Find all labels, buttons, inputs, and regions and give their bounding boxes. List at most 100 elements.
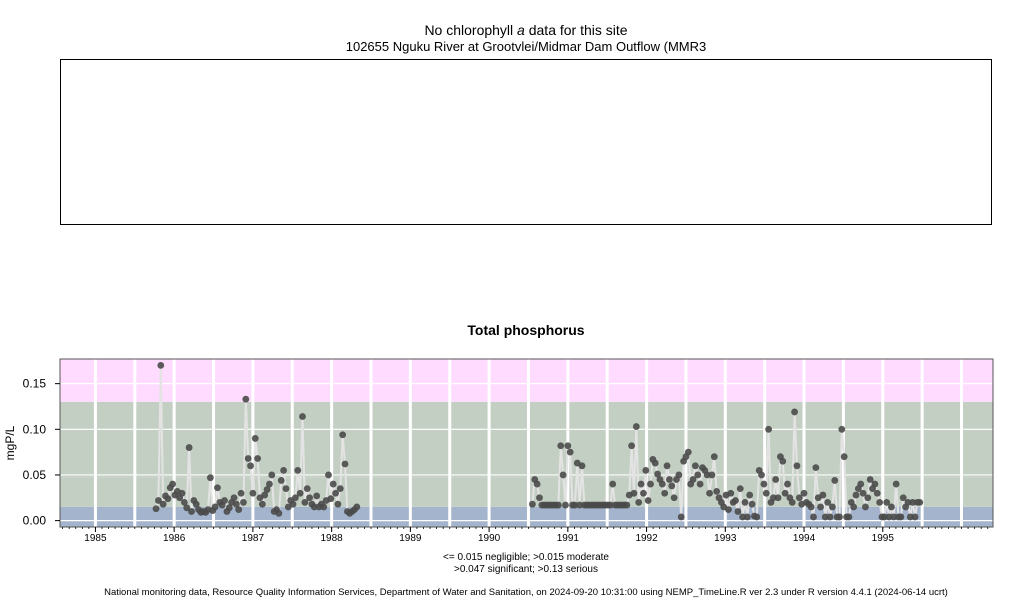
tp-point [332,489,339,497]
tp-point [746,491,754,499]
tp-point [244,455,252,462]
tp-point [606,501,614,509]
tp-point [647,480,654,488]
tp-point [294,466,302,474]
ytick-label: 0.10 [23,422,47,436]
tp-point [536,494,543,502]
ytick-label: 0.15 [23,377,47,391]
tp-point [689,476,697,483]
tp-point [211,503,219,511]
tp-point [779,457,787,465]
xtick-label: 1987 [242,533,265,544]
tp-point [263,486,271,493]
xtick-label: 1993 [714,533,737,544]
tp-point [696,480,704,488]
chlorophyll-title: No chlorophyll a data for this site [0,22,1024,38]
tp-point [261,491,269,499]
tp-point [240,498,247,506]
tp-point [296,489,304,497]
tp-point [916,498,924,506]
tp-point [571,501,579,509]
tp-point [268,471,276,479]
chlorophyll-title-suffix: data for this site [528,22,628,38]
tp-point [157,361,165,369]
tp-point [557,442,565,450]
tp-point [852,491,860,499]
tp-point [760,480,768,488]
tp-point [654,470,661,478]
tp-point [691,462,699,470]
tp-point [736,485,744,493]
tp-point [739,513,747,521]
xtick-label: 1986 [163,533,186,544]
tp-point [221,497,228,504]
footer-note: National monitoring data, Resource Quali… [104,587,948,598]
tp-point [758,471,765,479]
tp-point [635,498,643,506]
tp-point [661,489,669,497]
tp-point [249,489,257,497]
tp-point [334,500,342,508]
tp-point [864,494,872,502]
tp-point [301,498,309,506]
tp-point [781,489,789,497]
tp-point [753,513,761,521]
tp-point [566,448,574,456]
tp-point [885,513,893,521]
tp-point [713,487,721,495]
tp-point [824,498,832,506]
tp-point [883,498,891,506]
tp-point [310,503,318,511]
tp-point [819,491,827,499]
tp-point [812,464,820,472]
tp-point [155,497,162,504]
tp-point [710,453,718,461]
chlorophyll-empty-panel [60,59,992,225]
tp-point [795,494,803,502]
tp-point [235,506,243,514]
tp-point [225,504,233,512]
tp-point [562,501,569,509]
xtick-label: 1989 [399,533,422,544]
tp-point [734,508,742,515]
tp-point [289,500,297,508]
tp-point [762,489,770,497]
tp-point [306,494,313,502]
tp-chart-title: Total phosphorus [467,322,585,338]
site-subtitle: 102655 Nguku River at Grootvlei/Midmar D… [345,39,707,54]
plot-frame [59,358,994,528]
tp-point [628,442,636,450]
tp-point [817,503,824,511]
tp-point [559,471,567,479]
tp-point [353,503,361,511]
tp-point [341,460,349,468]
tp-point [214,484,221,492]
tp-point [280,466,288,474]
tp-point [663,462,671,470]
tp-point [890,513,898,521]
tp-point [251,435,259,442]
tp-point [850,503,858,511]
tp-point [899,494,907,502]
tp-point [828,503,836,511]
tp-point [188,508,195,515]
xtick-label: 1995 [872,533,895,544]
tp-point [788,498,796,506]
tp-point [329,480,337,488]
tp-point [748,500,756,508]
tp-point [183,504,191,512]
tp-point [888,503,895,511]
tp-point [703,471,711,479]
tp-point [630,489,638,497]
tp-point [230,494,238,502]
tp-point [838,425,846,433]
ytick-label: 0.05 [23,468,47,482]
tp-point [880,513,888,521]
tp-point [826,513,834,521]
tp-point [299,413,306,420]
tp-point [836,513,843,521]
tp-point [578,462,586,470]
tp-point [206,474,214,482]
tp-point [774,494,782,502]
